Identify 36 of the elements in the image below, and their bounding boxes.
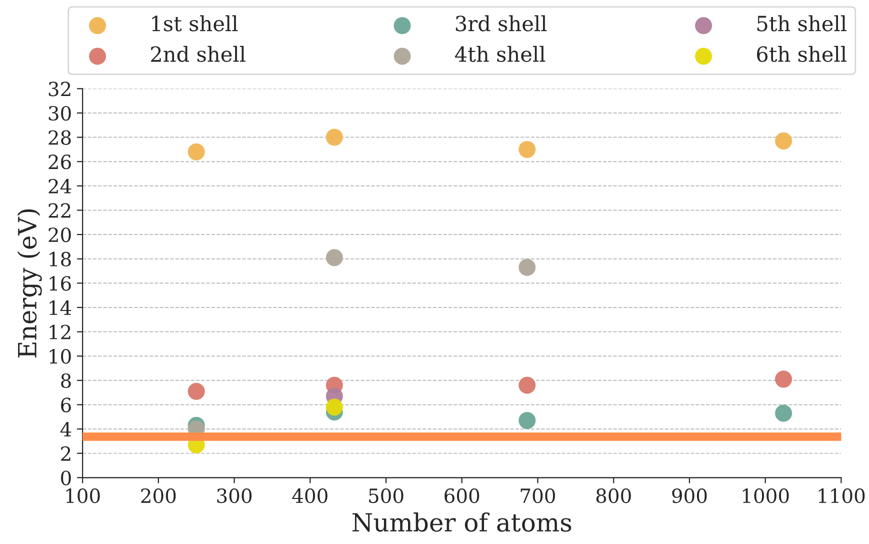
legend-label: 2nd shell xyxy=(151,46,246,62)
legend-label: 1st shell xyxy=(152,15,238,32)
legend-label: 4th shell xyxy=(454,46,546,62)
y-tick-label: 32 xyxy=(48,82,70,96)
x-tick-label: 700 xyxy=(520,488,556,504)
x-tick-label: 200 xyxy=(141,488,176,504)
x-tick-label: 600 xyxy=(444,488,480,504)
y-tick-label: 0 xyxy=(61,470,71,486)
y-tick-label: 26 xyxy=(48,154,71,170)
y-tick-label: 10 xyxy=(50,349,71,364)
legend-label: 6th shell xyxy=(757,46,846,62)
y-tick-label: 12 xyxy=(50,324,70,340)
x-tick-label: 100 xyxy=(66,488,100,504)
x-tick-label: 1000 xyxy=(742,488,789,504)
y-tick-label: 4 xyxy=(60,422,72,436)
x-axis-title: Number of atoms xyxy=(352,512,572,532)
y-tick-label: 18 xyxy=(50,252,71,267)
y-tick-label: 6 xyxy=(61,398,71,412)
x-tick-label: 900 xyxy=(672,488,707,504)
y-tick-label: 8 xyxy=(61,373,71,388)
legend-label: 3rd shell xyxy=(456,15,547,32)
y-tick-label: 24 xyxy=(48,178,72,194)
y-tick-label: 28 xyxy=(48,130,71,145)
x-tick-label: 800 xyxy=(596,488,631,504)
legend-label: 5th shell xyxy=(757,15,846,32)
x-tick-label: 1100 xyxy=(818,488,865,504)
x-tick-label: 300 xyxy=(217,488,252,504)
y-tick-label: 22 xyxy=(48,203,70,218)
x-tick-label: 400 xyxy=(292,488,328,504)
y-axis-title: Energy (eV) xyxy=(17,209,42,358)
y-tick-label: 20 xyxy=(48,227,71,242)
y-tick-label: 16 xyxy=(50,276,71,291)
x-tick-label: 500 xyxy=(369,488,404,504)
y-tick-label: 14 xyxy=(50,300,72,315)
y-tick-label: 2 xyxy=(61,446,70,461)
y-tick-label: 30 xyxy=(48,106,71,121)
